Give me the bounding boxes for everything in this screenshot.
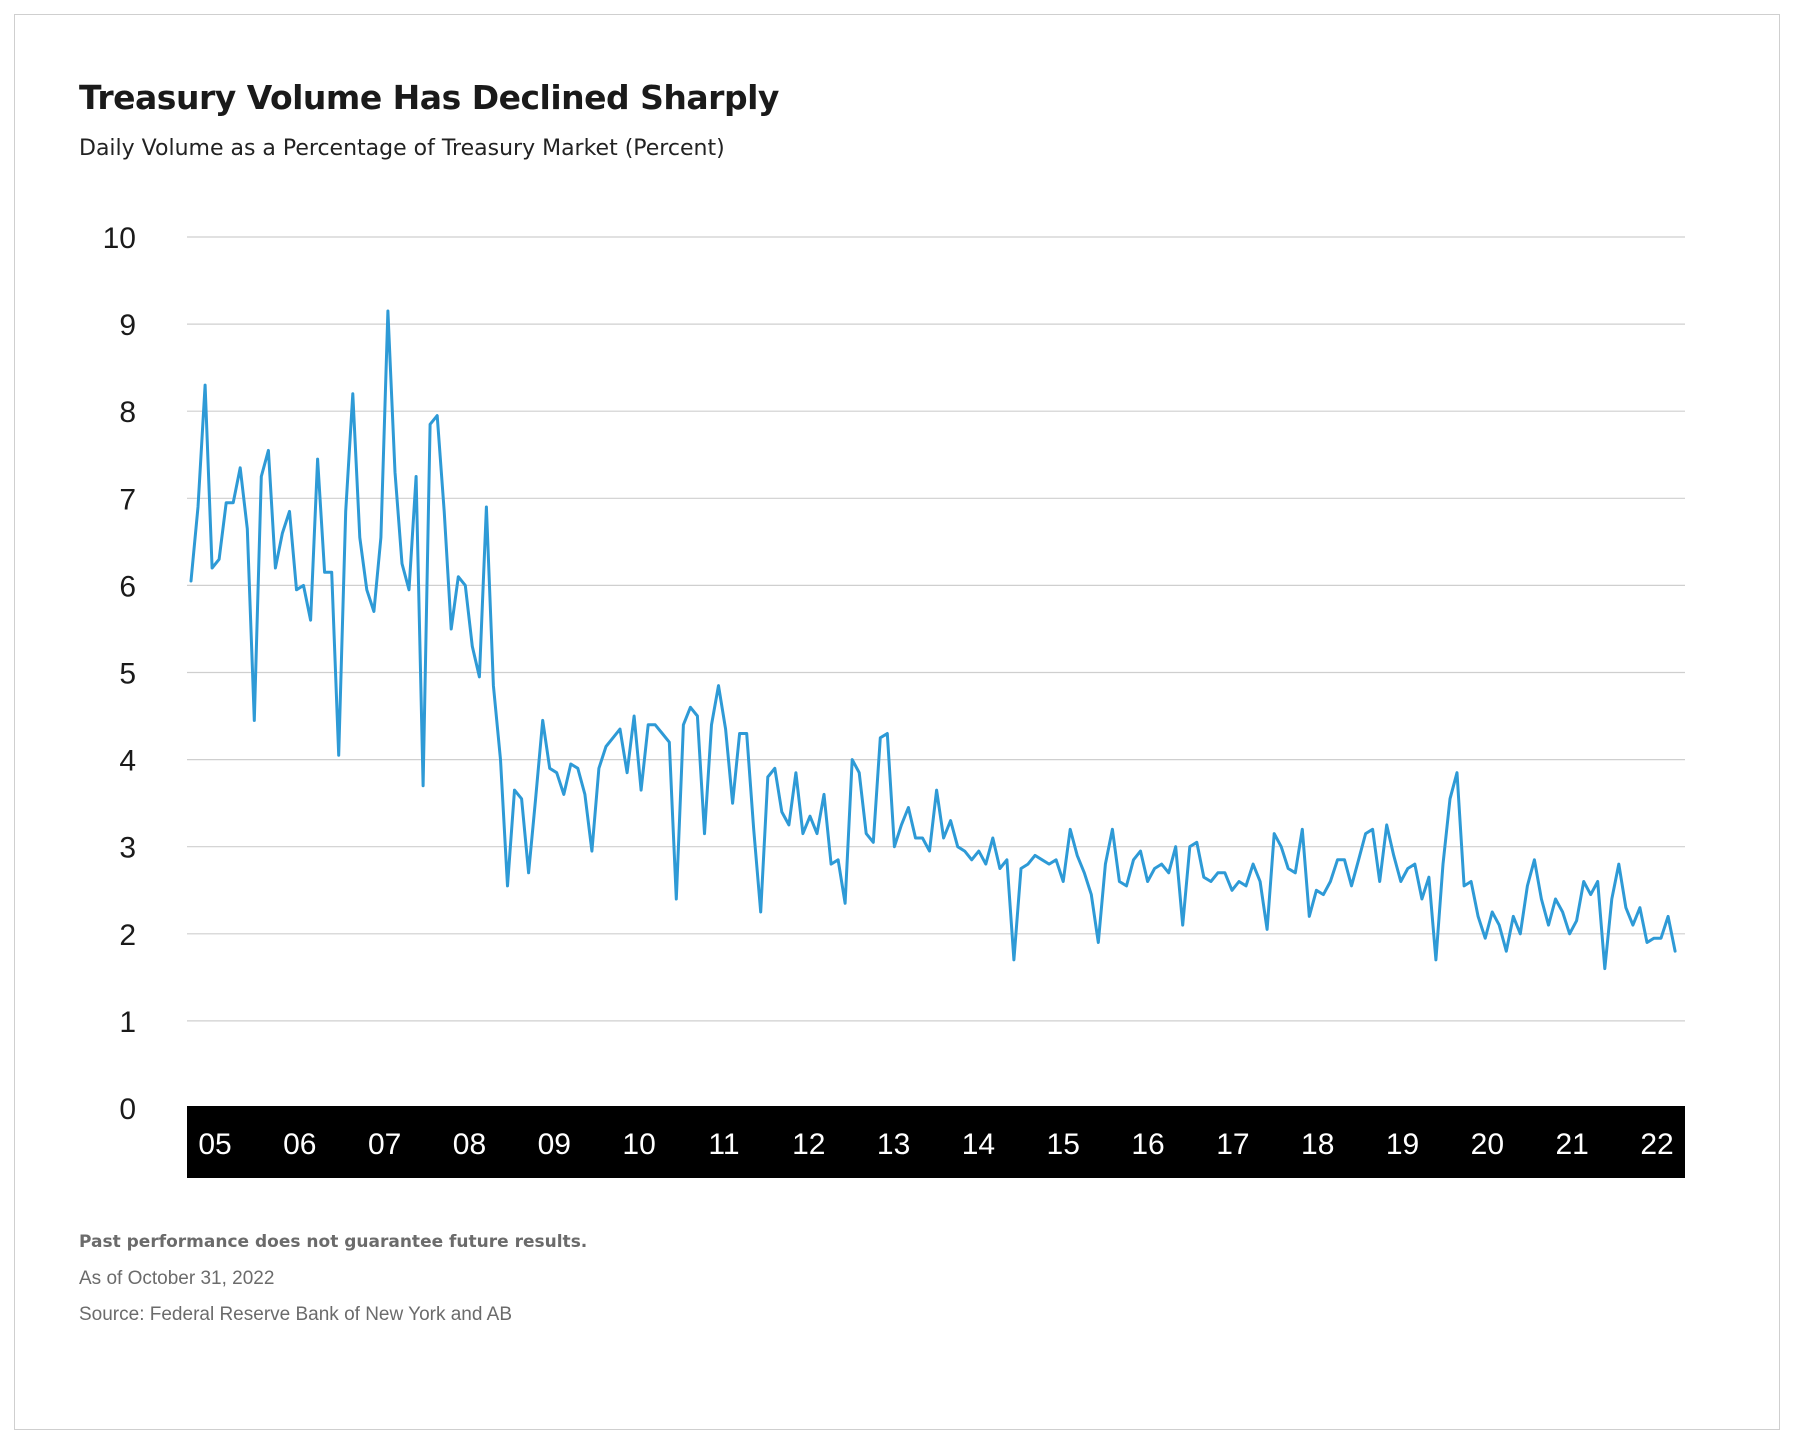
x-tick-label-13: 13	[877, 1128, 910, 1161]
x-tick-label-16: 16	[1131, 1128, 1164, 1161]
y-tick-label-5: 5	[119, 658, 136, 691]
x-tick-label-10: 10	[622, 1128, 655, 1161]
y-tick-label-0: 0	[119, 1093, 136, 1126]
x-tick-label-15: 15	[1047, 1128, 1080, 1161]
y-tick-label-10: 10	[103, 222, 136, 255]
gridlines	[187, 236, 1685, 1022]
y-tick-label-1: 1	[119, 1006, 136, 1039]
data-series	[189, 309, 1677, 971]
footer-source: Source: Federal Reserve Bank of New York…	[79, 1304, 513, 1325]
y-axis-tick-labels: 0 1 2 3 4 5 6 7 8 9 10	[103, 222, 136, 1126]
chart-title: Treasury Volume Has Declined Sharply	[79, 78, 779, 117]
y-tick-label-8: 8	[119, 396, 136, 429]
y-tick-label-7: 7	[119, 483, 136, 516]
x-tick-label-06: 06	[283, 1128, 316, 1161]
x-tick-label-17: 17	[1216, 1128, 1249, 1161]
y-tick-label-4: 4	[119, 745, 136, 778]
x-tick-label-07: 07	[368, 1128, 401, 1161]
x-tick-label-09: 09	[538, 1128, 571, 1161]
chart-card	[14, 14, 1780, 1430]
footer-as-of-date: As of October 31, 2022	[79, 1268, 275, 1289]
x-tick-label-20: 20	[1471, 1128, 1504, 1161]
chart-subtitle: Daily Volume as a Percentage of Treasury…	[79, 136, 725, 161]
y-tick-label-2: 2	[119, 919, 136, 952]
y-tick-label-9: 9	[119, 309, 136, 342]
x-tick-label-08: 08	[453, 1128, 486, 1161]
x-tick-label-05: 05	[198, 1128, 231, 1161]
x-axis-band	[187, 1106, 1685, 1178]
x-tick-label-12: 12	[792, 1128, 825, 1161]
x-tick-label-14: 14	[962, 1128, 995, 1161]
footer-disclaimer: Past performance does not guarantee futu…	[79, 1232, 588, 1252]
x-tick-label-22: 22	[1640, 1128, 1673, 1161]
x-axis-tick-labels: 05 06 07 08 09 10 11 12 13 14 15 16 17 18 19 20 21 22	[198, 1128, 1673, 1161]
series-line-0	[189, 309, 1677, 971]
x-tick-label-19: 19	[1386, 1128, 1419, 1161]
x-tick-label-18: 18	[1301, 1128, 1334, 1161]
x-tick-label-11: 11	[708, 1128, 739, 1161]
x-tick-label-21: 21	[1555, 1128, 1588, 1161]
y-tick-label-3: 3	[119, 832, 136, 865]
y-tick-label-6: 6	[119, 570, 136, 603]
